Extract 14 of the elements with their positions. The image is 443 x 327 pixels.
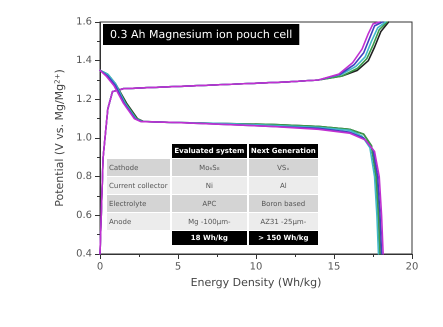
x-tick-label: 20 <box>406 262 418 272</box>
y-tick-label: 0.8 <box>76 171 92 182</box>
y-tick-label: 0.6 <box>76 210 92 221</box>
text: 0.3 Ah Magnesium ion pouch cell <box>110 28 292 41</box>
x-tick-label: 0 <box>96 262 104 272</box>
y-tick-label: 1.4 <box>76 55 92 66</box>
y-tick-label: 1.0 <box>76 132 92 144</box>
x-axis-title: Energy Density (Wh/kg) <box>190 276 322 289</box>
x-tick-label: 5 <box>174 262 182 272</box>
y-tick-label: 0.4 <box>76 248 92 260</box>
x-tick-label: 15 <box>328 262 340 272</box>
y-tick-label: 1.2 <box>76 94 92 105</box>
x-tick-label: 10 <box>250 262 262 272</box>
y-tick-label: 1.6 <box>76 16 92 28</box>
